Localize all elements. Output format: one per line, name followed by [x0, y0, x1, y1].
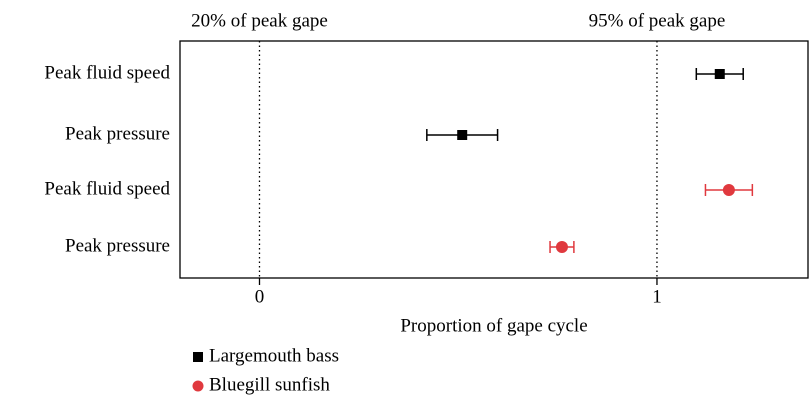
point	[457, 130, 468, 140]
annotation: 95% of peak gape	[589, 10, 726, 31]
y-tick-label: Peak pressure	[65, 123, 170, 144]
point	[714, 69, 725, 79]
legend-marker	[193, 352, 203, 362]
plot-frame	[179, 40, 809, 279]
y-tick-label: Peak pressure	[65, 235, 170, 256]
x-tick-label: 0	[255, 286, 265, 307]
legend-label: Largemouth bass	[209, 345, 339, 366]
y-tick-label: Peak fluid speed	[44, 178, 170, 199]
legend-marker	[192, 380, 204, 392]
y-tick-label: Peak fluid speed	[44, 62, 170, 83]
point	[722, 184, 735, 196]
legend-label: Bluegill sunfish	[209, 374, 330, 395]
point	[555, 241, 568, 253]
annotation: 20% of peak gape	[191, 10, 328, 31]
x-axis-label: Proportion of gape cycle	[400, 315, 587, 336]
x-tick-label: 1	[652, 286, 662, 307]
